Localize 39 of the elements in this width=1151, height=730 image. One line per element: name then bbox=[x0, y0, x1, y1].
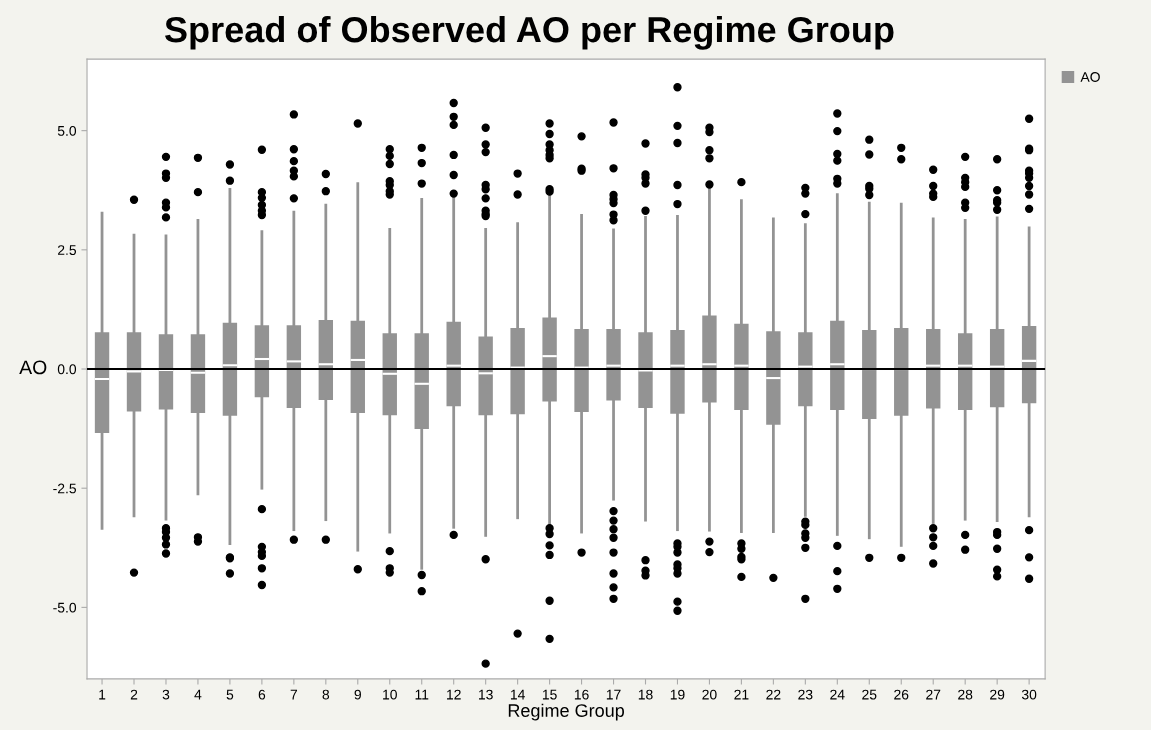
x-tick-label: 7 bbox=[290, 689, 298, 700]
y-tick-label: 0.0 bbox=[57, 364, 77, 375]
y-tick-label: 5.0 bbox=[57, 125, 77, 136]
x-tick-label: 11 bbox=[415, 689, 429, 700]
y-axis-title: AO bbox=[19, 360, 47, 375]
x-tick-label: 28 bbox=[958, 689, 973, 700]
x-tick-label: 13 bbox=[479, 689, 493, 700]
x-tick-label: 14 bbox=[510, 689, 525, 700]
x-tick-label: 30 bbox=[1021, 689, 1037, 700]
x-tick-label: 10 bbox=[383, 689, 397, 700]
x-tick-label: 2 bbox=[130, 689, 138, 700]
x-tick-label: 27 bbox=[926, 689, 941, 700]
x-tick-label: 25 bbox=[862, 689, 877, 700]
x-tick-label: 29 bbox=[990, 689, 1005, 700]
x-tick-label: 9 bbox=[354, 689, 361, 700]
x-tick-label: 19 bbox=[670, 689, 685, 700]
y-tick-label: -5.0 bbox=[53, 602, 77, 613]
x-tick-label: 6 bbox=[258, 689, 266, 700]
x-tick-label: 8 bbox=[322, 689, 330, 700]
x-axis-title: Regime Group bbox=[508, 703, 625, 721]
x-tick-label: 20 bbox=[702, 689, 717, 700]
y-tick-label: 2.5 bbox=[57, 245, 77, 255]
x-tick-label: 24 bbox=[830, 689, 845, 700]
x-tick-label: 3 bbox=[162, 689, 170, 700]
x-tick-label: 1 bbox=[99, 689, 106, 700]
x-tick-label: 18 bbox=[638, 689, 653, 700]
x-tick-label: 16 bbox=[574, 689, 589, 700]
x-tick-label: 4 bbox=[194, 689, 202, 700]
x-tick-label: 23 bbox=[798, 689, 813, 700]
x-tick-label: 22 bbox=[766, 689, 781, 700]
y-tick-label: -2.5 bbox=[53, 483, 77, 494]
x-tick-label: 21 bbox=[734, 689, 749, 700]
x-tick-label: 26 bbox=[894, 689, 909, 700]
x-tick-label: 5 bbox=[226, 689, 234, 700]
chart-title: Spread of Observed AO per Regime Group bbox=[164, 15, 894, 50]
x-tick-label: 15 bbox=[542, 689, 557, 700]
x-tick-label: 17 bbox=[606, 689, 621, 700]
x-tick-label: 12 bbox=[447, 689, 461, 700]
legend-label: AO bbox=[1080, 72, 1100, 82]
